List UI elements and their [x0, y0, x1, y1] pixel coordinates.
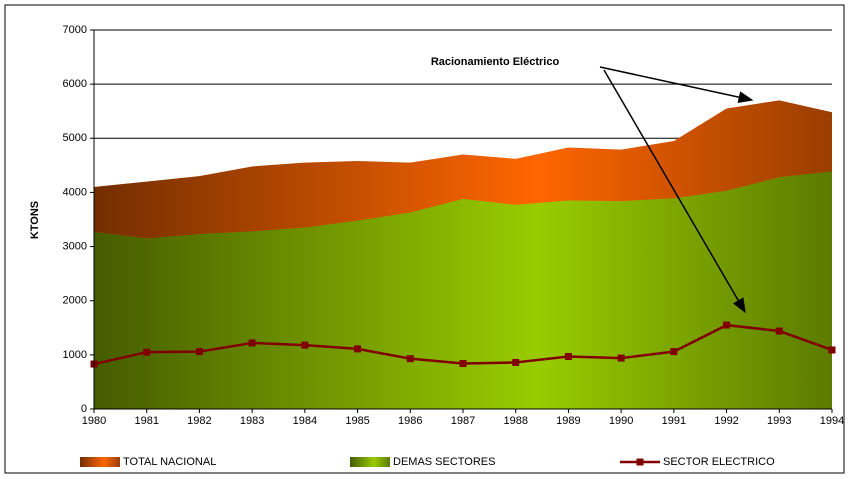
y-tick-label: 3000 [63, 240, 87, 252]
legend-swatch-shade [350, 457, 390, 467]
y-tick-label: 4000 [63, 186, 87, 198]
y-tick-label: 0 [81, 403, 87, 415]
x-tick-label: 1987 [451, 415, 475, 427]
annotation-arrow [599, 66, 754, 103]
x-tick-label: 1992 [714, 415, 738, 427]
x-tick-label: 1983 [240, 415, 264, 427]
annotation: Racionamiento Eléctrico [431, 56, 560, 68]
line-marker [512, 358, 520, 366]
x-tick-label: 1993 [767, 415, 791, 427]
y-tick-label: 5000 [63, 132, 87, 144]
line-marker [723, 321, 731, 329]
y-tick-label: 6000 [63, 78, 87, 90]
y-axis-label: KTONS [29, 201, 41, 239]
line-marker [354, 345, 362, 353]
line-marker [459, 360, 467, 368]
line-marker [617, 354, 625, 362]
line-marker [301, 341, 309, 349]
legend-label: TOTAL NACIONAL [123, 456, 216, 468]
y-tick-label: 1000 [63, 349, 87, 361]
line-marker [195, 348, 203, 356]
legend-label: SECTOR ELECTRICO [663, 456, 775, 468]
y-tick-label: 2000 [63, 295, 87, 307]
x-tick-label: 1988 [503, 415, 527, 427]
x-tick-label: 1989 [556, 415, 580, 427]
legend-swatch-shade [80, 457, 120, 467]
x-tick-label: 1982 [187, 415, 211, 427]
legend-label: DEMAS SECTORES [393, 456, 496, 468]
line-marker [775, 327, 783, 335]
line-marker [564, 352, 572, 360]
x-tick-label: 1984 [293, 415, 317, 427]
x-tick-label: 1990 [609, 415, 633, 427]
x-tick-label: 1991 [662, 415, 686, 427]
line-marker [828, 346, 836, 354]
x-tick-label: 1985 [345, 415, 369, 427]
line-marker [406, 355, 414, 363]
line-marker [143, 348, 151, 356]
x-tick-label: 1980 [82, 415, 106, 427]
x-tick-label: 1981 [134, 415, 158, 427]
y-tick-label: 7000 [63, 24, 87, 36]
legend-marker [636, 458, 644, 466]
line-marker [670, 348, 678, 356]
area-shade [94, 171, 832, 409]
x-tick-label: 1994 [820, 415, 844, 427]
line-marker [248, 339, 256, 347]
x-tick-label: 1986 [398, 415, 422, 427]
annotation-arrow [603, 69, 746, 314]
